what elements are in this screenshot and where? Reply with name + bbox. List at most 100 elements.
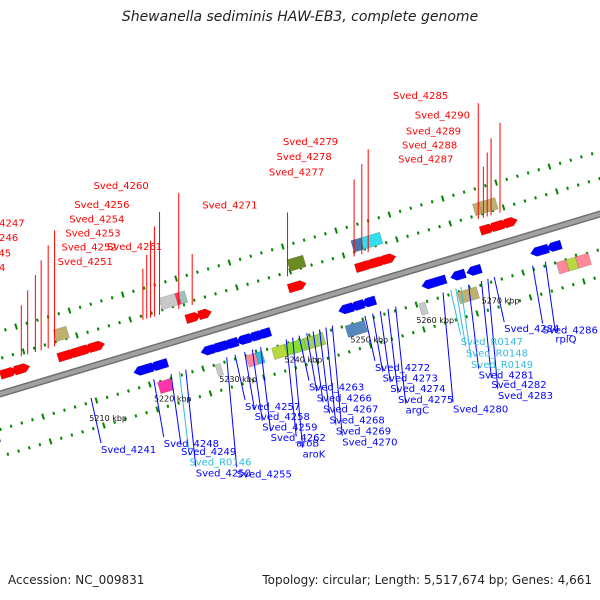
gene-label[interactable]: Sved_4280 (453, 404, 508, 415)
gene-label[interactable]: Sved_4247 (0, 218, 25, 229)
gene-label[interactable]: Sved_4274 (390, 384, 445, 395)
gene-label[interactable]: Sved_4267 (323, 404, 378, 415)
tick-mark (473, 187, 477, 191)
gene-label[interactable]: Sved_R0149 (471, 360, 533, 371)
tick-mark (166, 404, 170, 408)
gene-label[interactable]: Sved_4269 (336, 427, 391, 438)
leader-line (292, 337, 304, 448)
gene-label[interactable]: Sved_R0148 (466, 349, 528, 360)
gene-label[interactable]: Sved_4290 (415, 111, 470, 122)
tick-mark (596, 248, 600, 252)
tick-mark (550, 289, 554, 293)
tick-mark (177, 401, 180, 405)
tick-mark (63, 408, 66, 412)
gene-label[interactable]: Sved_4283 (498, 391, 553, 402)
gene-label[interactable]: Sved_4255 (237, 469, 292, 480)
gene-label[interactable]: Sved_4270 (342, 438, 397, 449)
gene-label[interactable]: Sved_4288 (402, 141, 457, 152)
gene-label[interactable]: Sved_4282 (491, 380, 546, 391)
label-leader-lines (20, 103, 556, 468)
scale-label: 5260 kbp (416, 316, 454, 325)
gene-label[interactable]: Sved_4289 (406, 126, 461, 137)
tick-mark (43, 343, 47, 347)
gene-label[interactable]: Sved_4275 (398, 395, 453, 406)
gene-label[interactable]: Sved_4281 (479, 371, 534, 382)
gene-label[interactable]: Sved_4285 (393, 91, 448, 102)
tick-mark (118, 320, 121, 325)
tick-mark (356, 222, 359, 226)
gene-label[interactable]: Sved_4246 (0, 233, 18, 244)
feature-block (360, 231, 384, 250)
tick-mark (401, 334, 404, 338)
gene-label[interactable]: Sved_4252 (62, 243, 117, 254)
gene-label[interactable]: Sved_4248 (164, 439, 219, 450)
gene-label[interactable]: Sved_4249 (181, 447, 236, 458)
tick-mark (67, 307, 72, 314)
gene-label[interactable]: aroB (296, 438, 319, 449)
tick-mark (438, 224, 441, 229)
gene-label[interactable]: aroK (303, 450, 326, 461)
gene-label[interactable]: Sved_4273 (383, 374, 438, 385)
gene-label[interactable]: rplQ (555, 335, 576, 346)
tick-mark (590, 152, 594, 156)
gene-label[interactable]: Sved_4250 (196, 469, 251, 480)
gene-label[interactable]: Sved_4263 (309, 383, 364, 394)
gene-label[interactable]: Sved_R0146 (189, 458, 251, 469)
gene-label[interactable]: Sved_4259 (262, 423, 317, 434)
gene-label[interactable]: Sved_4253 (65, 229, 120, 240)
gene-label[interactable]: Sved_4257 (245, 402, 300, 413)
gene-label[interactable]: Sved_4266 (317, 393, 372, 404)
tick-mark (196, 270, 199, 274)
tick-mark (497, 305, 500, 309)
gene-label[interactable]: Sved_4256 (74, 200, 129, 211)
tick-mark (6, 452, 10, 456)
tick-mark (155, 406, 160, 413)
tick-mark (534, 196, 537, 200)
gene-label[interactable]: Sved_4279 (283, 137, 338, 148)
gene-label[interactable]: Sved_R0147 (461, 337, 523, 348)
gene-label[interactable]: Sved_4287 (398, 155, 453, 166)
tick-mark (57, 312, 61, 316)
tick-mark (395, 236, 399, 243)
gene-label[interactable]: Sved_4286 (543, 326, 598, 337)
tick-mark (537, 168, 541, 172)
tick-mark (440, 195, 445, 202)
tick-mark (280, 243, 285, 250)
tick-mark (201, 365, 205, 372)
gene-label[interactable]: argC (406, 406, 429, 417)
leader-line (90, 397, 102, 444)
tick-mark (91, 426, 95, 431)
gene-label[interactable]: Sved_4245 (0, 248, 11, 259)
tick-mark (59, 436, 63, 440)
gene-label[interactable]: Sved_4258 (255, 412, 310, 423)
gene-label[interactable]: Sved_4244 (0, 263, 5, 274)
leader-line (468, 284, 480, 369)
leader-line (480, 280, 492, 378)
gene-label[interactable]: Sved_4278 (277, 152, 332, 163)
gene-label[interactable]: Sved_4284 (504, 324, 559, 335)
gene-labels[interactable]: Sved_4242Sved_4243Sved_4244Sved_4245Sved… (0, 91, 598, 480)
scale-labels: 5210 kbp 5220 kbp 5230 kbp 5240 kbp 5250 kbp… (89, 296, 519, 423)
tick-mark (398, 209, 402, 214)
gene-label[interactable]: Sved_4272 (375, 363, 430, 374)
reverse-gene-arrow (546, 239, 563, 252)
gene-label[interactable]: Sved_4271 (202, 200, 257, 211)
tick-mark (433, 324, 436, 328)
gene-label[interactable]: Sved_4251 (58, 257, 113, 268)
tick-mark (302, 238, 306, 242)
gene-label[interactable]: Sved_4260 (94, 181, 149, 192)
gene-label[interactable]: Sved_4254 (69, 214, 124, 225)
tick-mark (334, 227, 338, 234)
backbone-core (0, 211, 600, 397)
tick-mark (265, 347, 269, 352)
tick-mark (587, 180, 591, 184)
tick-mark (383, 312, 386, 316)
gene-label[interactable]: Sved_4277 (269, 167, 324, 178)
gene-label[interactable]: Sved_4261 (107, 242, 162, 253)
gene-arrows[interactable] (0, 216, 563, 385)
gene-label[interactable]: Sved_4268 (330, 415, 385, 426)
gene-label[interactable]: Sved_4241 (101, 445, 156, 456)
gene-label[interactable]: Sved_4262 (271, 433, 326, 444)
feature-block (286, 254, 307, 272)
